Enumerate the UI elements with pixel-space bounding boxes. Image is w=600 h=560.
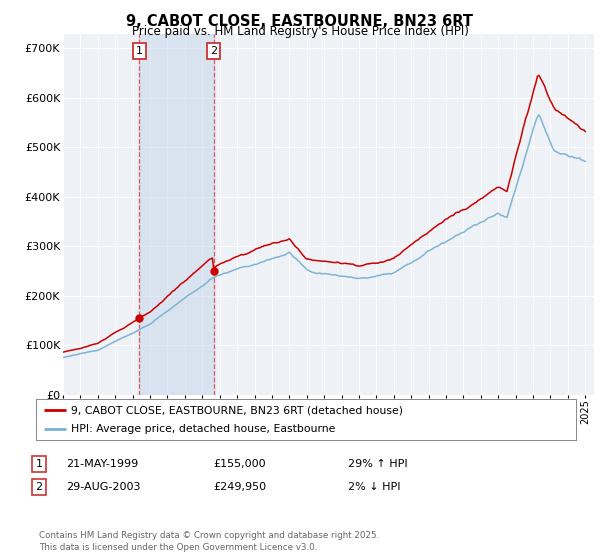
Text: £249,950: £249,950 <box>213 482 266 492</box>
Text: 29% ↑ HPI: 29% ↑ HPI <box>348 459 407 469</box>
Text: 1: 1 <box>35 459 43 469</box>
Text: 1: 1 <box>136 46 143 56</box>
Text: 9, CABOT CLOSE, EASTBOURNE, BN23 6RT: 9, CABOT CLOSE, EASTBOURNE, BN23 6RT <box>127 14 473 29</box>
Text: HPI: Average price, detached house, Eastbourne: HPI: Average price, detached house, East… <box>71 424 335 434</box>
Bar <box>139 34 214 395</box>
Text: 21-MAY-1999: 21-MAY-1999 <box>66 459 138 469</box>
Text: 29-AUG-2003: 29-AUG-2003 <box>66 482 140 492</box>
Text: Contains HM Land Registry data © Crown copyright and database right 2025.
This d: Contains HM Land Registry data © Crown c… <box>39 531 379 552</box>
Text: 9, CABOT CLOSE, EASTBOURNE, BN23 6RT (detached house): 9, CABOT CLOSE, EASTBOURNE, BN23 6RT (de… <box>71 405 403 415</box>
Text: £155,000: £155,000 <box>213 459 266 469</box>
Text: 2: 2 <box>210 46 217 56</box>
Text: 2: 2 <box>35 482 43 492</box>
Text: Price paid vs. HM Land Registry's House Price Index (HPI): Price paid vs. HM Land Registry's House … <box>131 25 469 38</box>
Text: 2% ↓ HPI: 2% ↓ HPI <box>348 482 401 492</box>
